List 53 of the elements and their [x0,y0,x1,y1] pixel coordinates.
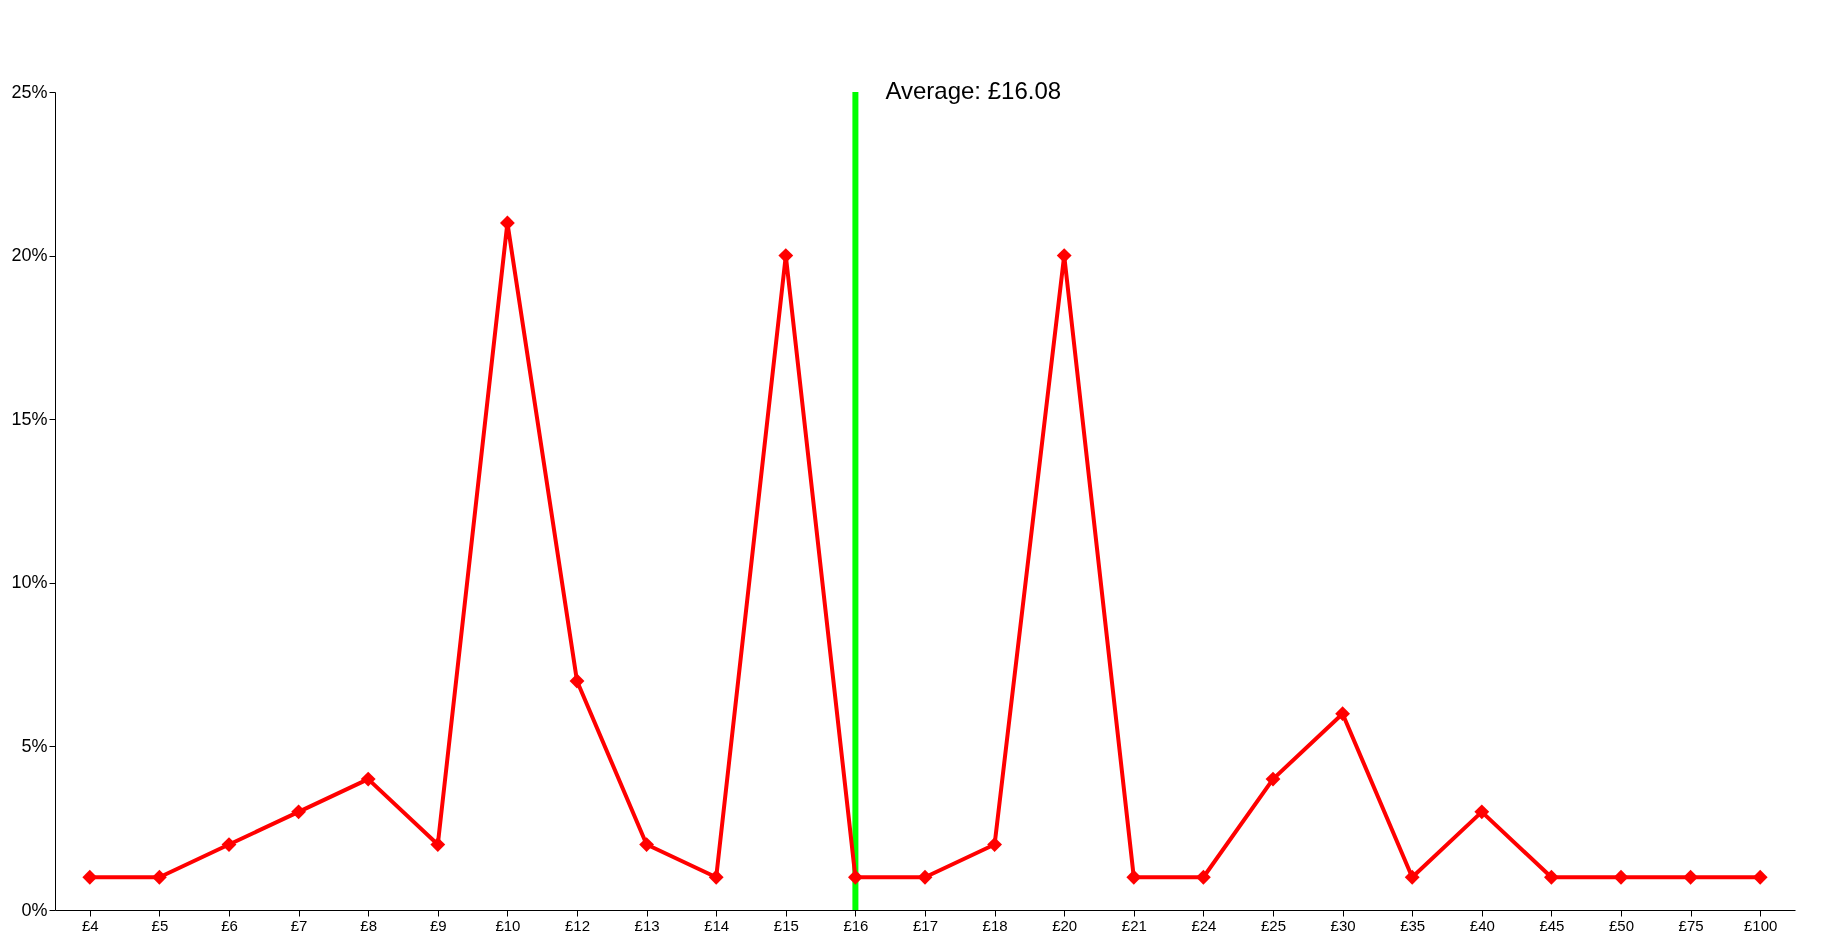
point [1613,869,1629,885]
x-tick-label: £8 [360,916,378,934]
point [430,837,446,852]
point [360,771,376,787]
x-tick-label: £12 [564,916,591,934]
y-tick-label: 5% [21,735,48,756]
point [1195,869,1211,885]
point [1404,869,1420,885]
point [1683,869,1699,885]
x-tick-label: £10 [495,916,521,934]
y-tick-label: 25% [11,81,48,102]
point [917,869,933,885]
x-tick-label: £20 [1052,916,1078,934]
point [82,869,98,885]
y-tick-label: 10% [11,572,48,593]
x-tick-label: £25 [1260,916,1287,934]
y-tick-label: 20% [11,245,48,266]
x-tick-label: £6 [221,916,238,934]
x-tick-label: £35 [1400,916,1426,934]
point [1752,869,1768,885]
x-tick-label: £40 [1469,916,1495,934]
ref-line-label: Average: £16.08 [885,77,1062,104]
x-tick-label: £7 [290,916,308,934]
x-tick-label: £5 [151,916,169,934]
x-tick-label: £14 [704,916,730,934]
point [291,804,307,820]
x-tick-label: £24 [1191,916,1217,934]
x-tick-label: £50 [1608,916,1635,934]
point [569,673,585,689]
x-tick-label: £15 [773,916,799,934]
x-tick-label: £16 [843,916,869,934]
point [151,869,167,885]
point [1265,771,1281,787]
x-tick-label: £17 [912,916,939,934]
x-tick-label: £13 [634,916,660,934]
point [708,869,724,885]
x-tick-label: £45 [1539,916,1565,934]
x-tick-label: £75 [1678,916,1704,934]
point [987,837,1003,852]
x-tick-label: £9 [429,916,447,934]
point [1474,804,1490,820]
y-tick-label: 15% [11,408,48,429]
point [847,869,863,885]
point [1335,706,1351,722]
x-tick-label: £18 [982,916,1008,934]
x-tick-label: £4 [81,916,99,934]
point [639,837,655,852]
point [1126,869,1142,885]
point [1543,869,1559,885]
x-tick-label: £100 [1744,916,1778,934]
y-tick-label: 0% [21,899,48,920]
x-tick-label: £30 [1330,916,1356,934]
x-tick-label: £21 [1121,916,1147,934]
